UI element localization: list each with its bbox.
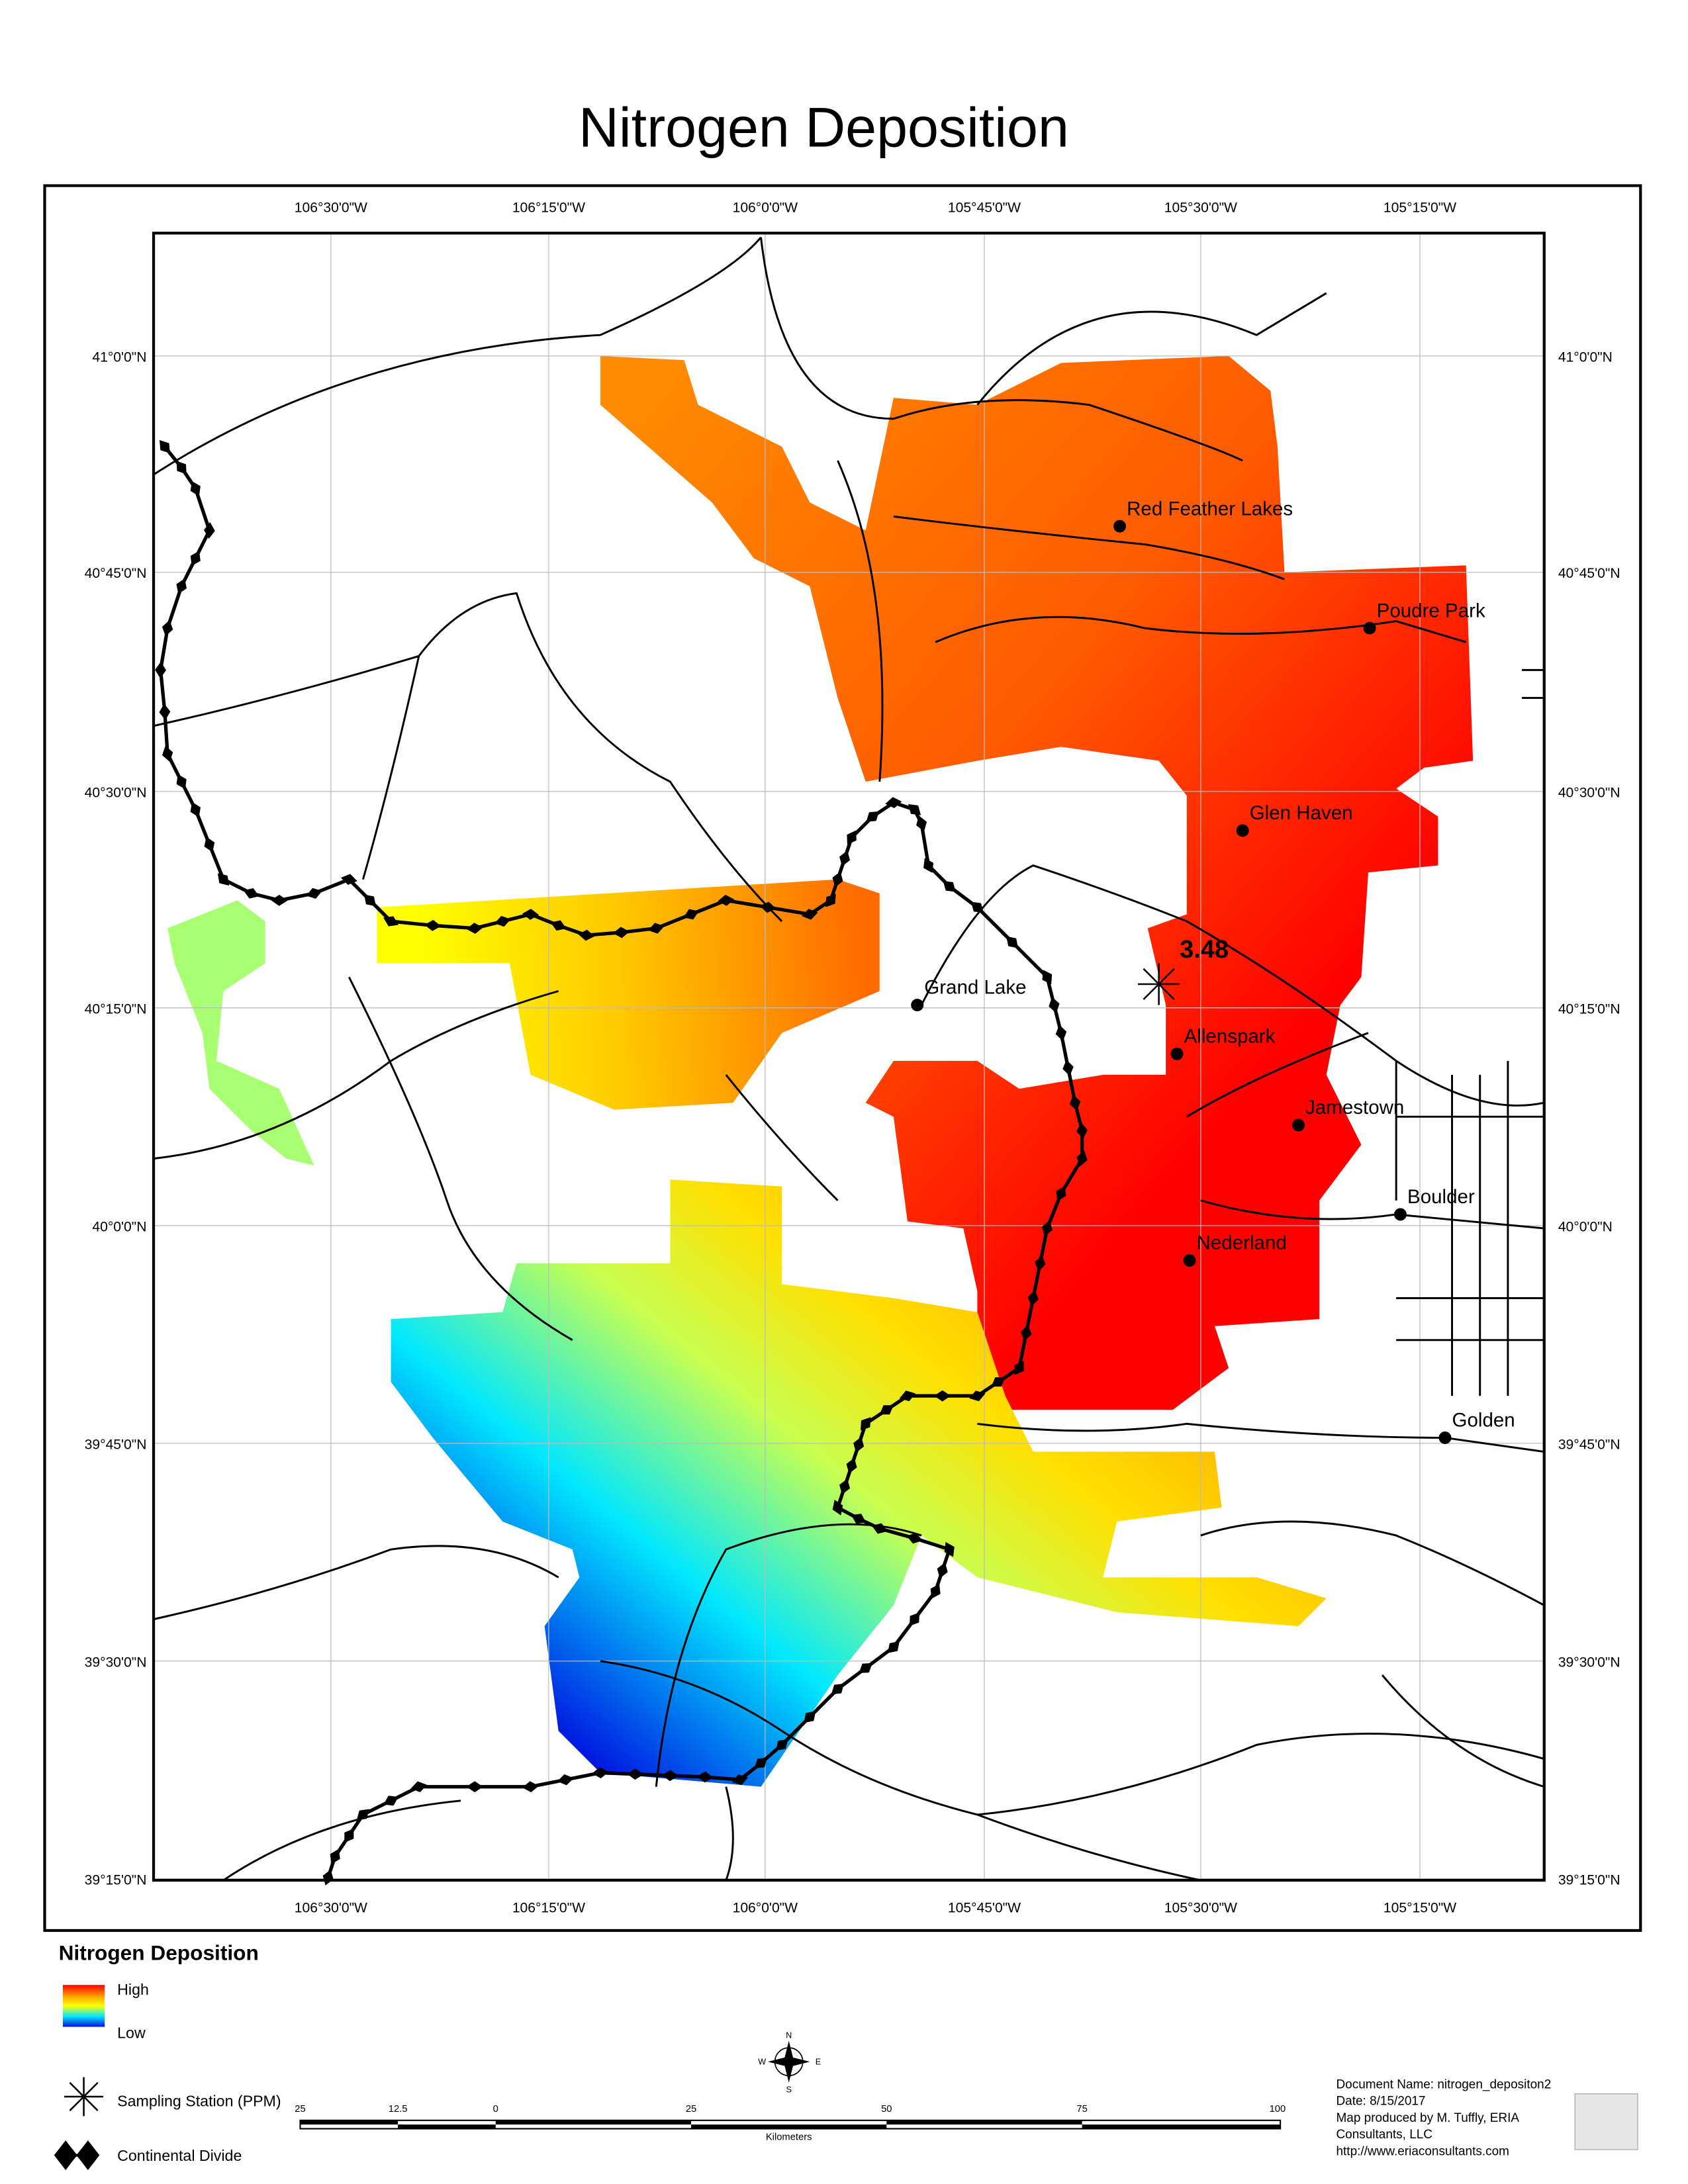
graticule: 106°30'0"W 106°30'0"W 106°15'0"W 106°15'0"W…: [85, 201, 1620, 1916]
town-label: Red Feather Lakes: [1127, 498, 1293, 520]
longitude-label: 105°45'0"W: [948, 1901, 1021, 1916]
compass-s: S: [786, 2085, 791, 2095]
legend-divide-symbol: [54, 2140, 100, 2170]
legend-divide: Continental Divide: [117, 2147, 242, 2164]
road: [1395, 668, 1544, 1396]
longitude-label: 105°15'0"W: [1383, 201, 1456, 216]
station-value: 3.48: [1180, 936, 1229, 964]
scale-label: 0: [493, 2104, 498, 2115]
town-dot: [911, 999, 924, 1012]
document-line: Consultants, LLC: [1336, 2128, 1432, 2142]
compass-e: E: [816, 2057, 821, 2066]
latitude-label: 40°0'0"N: [1558, 1219, 1613, 1234]
legend-station: Sampling Station (PPM): [117, 2093, 281, 2110]
document-line: http://www.eriaconsultants.com: [1336, 2145, 1509, 2159]
latitude-label: 40°30'0"N: [85, 785, 147, 800]
longitude-label: 106°30'0"W: [295, 1901, 367, 1916]
town-label: Glen Haven: [1250, 802, 1353, 824]
longitude-label: 105°30'0"W: [1164, 1901, 1237, 1916]
legend-title: Nitrogen Deposition: [59, 1940, 259, 1964]
compass-n: N: [786, 2030, 792, 2040]
town-dot: [1113, 520, 1127, 533]
compass-star: [768, 2040, 810, 2083]
latitude-label: 40°15'0"N: [1558, 1001, 1620, 1017]
town-label: Boulder: [1407, 1186, 1475, 1208]
town-label: Poudre Park: [1377, 600, 1485, 621]
latitude-label: 39°45'0"N: [85, 1437, 147, 1452]
inset-image: [1574, 2093, 1638, 2150]
latitude-label: 40°30'0"N: [1558, 785, 1620, 800]
scale-label: 25: [295, 2104, 305, 2115]
longitude-label: 106°15'0"W: [512, 1901, 585, 1916]
latitude-label: 40°45'0"N: [85, 566, 147, 581]
document-line: Map produced by M. Tuffly, ERIA: [1336, 2111, 1519, 2125]
latitude-label: 39°45'0"N: [1558, 1437, 1620, 1452]
longitude-label: 106°0'0"W: [733, 1901, 798, 1916]
scale-bar-segment: [300, 2120, 399, 2125]
longitude-label: 105°45'0"W: [948, 201, 1021, 216]
scale-bar: Kilometers 25 12.5 0 25 50 75 100: [295, 2104, 1286, 2142]
longitude-label: 106°15'0"W: [512, 201, 585, 216]
continental-divide: [155, 440, 1088, 1886]
map-title: Nitrogen Deposition: [579, 96, 1069, 158]
scale-label: 75: [1076, 2104, 1087, 2115]
town-dot: [1438, 1431, 1452, 1444]
legend: Nitrogen Deposition High Low Sampling St…: [54, 1940, 281, 2170]
town-dot: [1236, 824, 1249, 837]
scale-label: 12.5: [389, 2104, 408, 2115]
outer-frame: [43, 184, 1642, 1933]
road: [222, 1674, 1545, 1882]
town-dot: [1394, 1208, 1407, 1221]
compass-w: W: [758, 2057, 766, 2066]
road: [153, 592, 783, 923]
north-arrow: N S E W: [758, 2030, 821, 2094]
latitude-label: 39°30'0"N: [1558, 1655, 1620, 1670]
latitude-label: 39°30'0"N: [85, 1655, 147, 1670]
towns: Red Feather Lakes Poudre Park Glen Haven Gr…: [911, 498, 1515, 1444]
latitude-label: 40°15'0"N: [85, 1001, 147, 1017]
scale-label: 50: [881, 2104, 892, 2115]
town-label: Grand Lake: [924, 977, 1026, 999]
town-label: Jamestown: [1305, 1097, 1404, 1118]
scale-label: 100: [1270, 2104, 1286, 2115]
town-dot: [1183, 1254, 1196, 1267]
latitude-label: 39°15'0"N: [1558, 1872, 1620, 1888]
document-line: Document Name: nitrogen_depositon2: [1336, 2077, 1551, 2091]
scale-label: 25: [686, 2104, 696, 2115]
longitude-label: 106°30'0"W: [295, 201, 367, 216]
town-label: Golden: [1452, 1410, 1515, 1432]
scale-bar-segment: [886, 2120, 1082, 2125]
scale-unit: Kilometers: [766, 2132, 812, 2142]
latitude-label: 41°0'0"N: [1558, 349, 1613, 365]
latitude-label: 40°0'0"N: [92, 1219, 146, 1234]
longitude-label: 106°0'0"W: [733, 201, 798, 216]
scale-bar-segment: [398, 2124, 496, 2129]
latitude-label: 39°15'0"N: [85, 1872, 147, 1888]
legend-high: High: [117, 1981, 149, 1998]
scale-bar-segment: [691, 2124, 887, 2129]
town-dot: [1363, 621, 1376, 635]
town-dot: [1170, 1047, 1184, 1060]
legend-station-symbol: [64, 2077, 104, 2116]
latitude-label: 40°45'0"N: [1558, 566, 1620, 581]
legend-ramp: [62, 1985, 105, 2027]
town-label: Allenspark: [1184, 1026, 1276, 1048]
deposition-far-west: [167, 900, 314, 1166]
longitude-label: 105°30'0"W: [1164, 201, 1237, 216]
map-frame: [152, 232, 1546, 1882]
sampling-station: 3.48: [1137, 936, 1229, 1005]
town-dot: [1292, 1118, 1305, 1132]
document-info: Document Name: nitrogen_depositon2 Date: …: [1336, 2077, 1551, 2158]
longitude-label: 105°15'0"W: [1383, 1901, 1456, 1916]
latitude-label: 41°0'0"N: [92, 349, 146, 365]
legend-low: Low: [117, 2024, 146, 2041]
town-label: Nederland: [1197, 1232, 1287, 1254]
station-symbol: [1137, 963, 1180, 1005]
deposition-surface: [167, 355, 1474, 1787]
scale-bar-segment: [1082, 2124, 1281, 2129]
document-line: Date: 8/15/2017: [1336, 2095, 1425, 2109]
scale-bar-segment: [495, 2120, 692, 2125]
